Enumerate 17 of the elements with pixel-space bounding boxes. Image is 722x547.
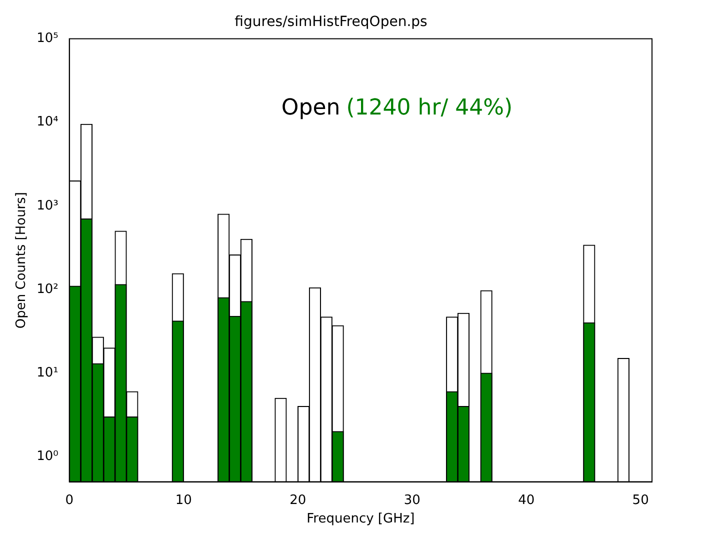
chart-title: figures/simHistFreqOpen.ps <box>234 14 428 30</box>
x-tick-label: 50 <box>632 492 649 508</box>
annotation: (1240 hr/ 44%) <box>346 96 513 121</box>
x-tick-label: 0 <box>65 492 74 508</box>
y-tick-label: 10³ <box>36 198 58 214</box>
y-tick-label: 10² <box>36 282 58 297</box>
y-axis-title: Open Counts [Hours] <box>14 192 30 329</box>
annotation: Open <box>281 96 340 121</box>
x-tick-label: 40 <box>518 492 535 508</box>
x-axis-title: Frequency [GHz] <box>306 512 415 527</box>
y-tick-label: 10⁴ <box>36 114 58 130</box>
y-tick-label: 10¹ <box>36 365 58 380</box>
y-tick-label: 10⁰ <box>36 449 58 464</box>
x-tick-label: 20 <box>290 492 306 508</box>
x-tick-label: 10 <box>175 492 192 508</box>
x-tick-label: 30 <box>404 492 420 508</box>
y-tick-label: 10⁵ <box>36 31 58 46</box>
